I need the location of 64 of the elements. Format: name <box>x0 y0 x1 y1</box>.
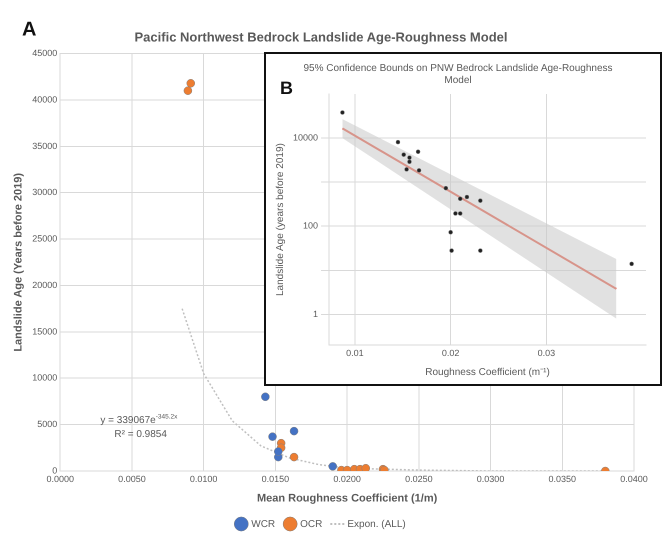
point <box>396 140 400 144</box>
point <box>458 196 462 202</box>
y-axis-title: Landslide Age (Years before 2019) <box>12 172 25 352</box>
point <box>362 464 370 471</box>
x-tick-label: 0.0350 <box>548 474 576 484</box>
x-tick-label: 0.0150 <box>262 474 290 484</box>
y-tick-label: 15000 <box>32 326 58 336</box>
point <box>407 160 412 164</box>
point <box>449 248 454 253</box>
x-tick-label: 0.0200 <box>333 474 361 484</box>
point <box>478 198 483 203</box>
y-tick-label: 1 <box>313 308 318 319</box>
point <box>458 211 462 216</box>
point <box>404 167 409 172</box>
point <box>328 462 338 471</box>
point <box>407 155 412 160</box>
point <box>186 79 196 88</box>
point <box>261 392 270 402</box>
point <box>184 86 192 95</box>
point <box>290 426 298 436</box>
y-tick-label: 35000 <box>32 140 58 151</box>
point <box>629 262 634 266</box>
point <box>416 168 422 173</box>
point <box>274 447 283 456</box>
y-tick-label: 10000 <box>32 372 58 383</box>
legend-label: OCR <box>300 518 322 530</box>
x-tick-label: 0.0000 <box>46 474 74 484</box>
text: A <box>22 18 36 41</box>
y-tick-label: 20000 <box>32 280 58 290</box>
y-tick-label: 25000 <box>32 234 58 244</box>
point <box>290 452 298 462</box>
point <box>416 149 420 154</box>
legend-label: WCR <box>251 518 276 530</box>
point <box>478 248 483 253</box>
point <box>453 211 458 216</box>
x-tick-label: 0.0400 <box>620 474 648 484</box>
point <box>464 194 470 200</box>
legend-label: Expon. (ALL) <box>347 518 406 530</box>
x-tick-label: 0.03 <box>538 348 556 358</box>
y-tick-label: 0 <box>52 465 58 476</box>
y-tick-label: 10000 <box>292 132 318 143</box>
x-tick-label: 0.0050 <box>118 474 146 484</box>
point <box>448 230 453 235</box>
y-tick-label: 100 <box>302 220 318 231</box>
annotation: R² = 0.9854 <box>114 429 168 440</box>
point <box>268 432 277 441</box>
point <box>444 186 448 190</box>
annotation: B <box>280 78 293 98</box>
y-tick-label: 40000 <box>32 94 58 104</box>
x-tick-label: 0.0100 <box>190 474 218 484</box>
y-tick-label: 45000 <box>32 48 58 58</box>
x-axis-title: Mean Roughness Coefficient (1/m) <box>256 492 438 504</box>
x-tick-label: 0.0300 <box>476 474 504 484</box>
y-tick-label: 5000 <box>37 419 58 430</box>
x-tick-label: 0.01 <box>346 348 364 358</box>
point <box>340 110 345 115</box>
chart-title: 95% Confidence Bounds on PNW Bedrock Landslide Age-Roughness Model <box>303 62 613 86</box>
x-tick-label: 0.02 <box>442 348 460 358</box>
y-tick-label: 30000 <box>32 187 58 198</box>
chart-title: Pacific Northwest Bedrock Landslide Age-Roughness Model <box>134 29 508 44</box>
x-tick-label: 0.0250 <box>405 474 433 484</box>
point <box>401 152 406 157</box>
x-axis-title: Roughness Coefficient (m⁻¹) <box>425 366 550 378</box>
y-axis-title: Landslide Age (years before 2019) <box>274 143 286 296</box>
